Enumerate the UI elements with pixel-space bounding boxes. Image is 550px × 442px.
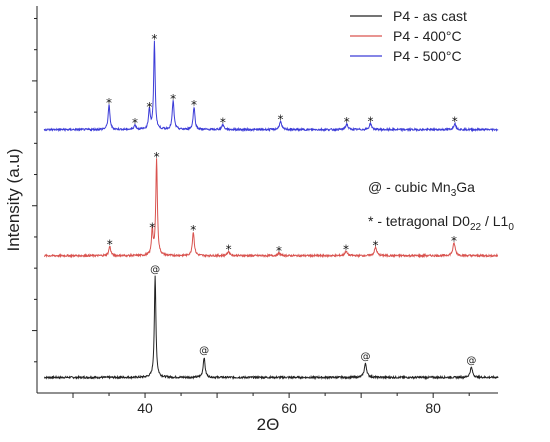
annotation-tetra-sub1: 22 bbox=[470, 222, 482, 233]
peak-mark-2-10: * bbox=[452, 114, 458, 128]
peak-mark-2-6: * bbox=[220, 116, 226, 130]
y-axis-ticks bbox=[32, 17, 37, 363]
peak-mark-1-5: * bbox=[276, 244, 282, 258]
peak-mark-2-2: * bbox=[146, 100, 152, 114]
annotation-tetragonal: * - tetragonal D022 / L10 bbox=[368, 213, 514, 233]
peak-mark-1-2: * bbox=[154, 150, 160, 164]
annotation-tetra-mid: / L1 bbox=[481, 213, 508, 229]
peak-mark-0-2: @ bbox=[360, 352, 370, 363]
peak-mark-2-7: * bbox=[277, 112, 283, 126]
series-line-0 bbox=[44, 275, 499, 381]
x-tick-label-60: 60 bbox=[281, 400, 297, 416]
peak-mark-2-0: * bbox=[106, 96, 112, 110]
series-line-1 bbox=[44, 158, 499, 259]
annotation-cubic: @ - cubic Mn3Ga bbox=[368, 179, 475, 199]
series-line-2 bbox=[43, 40, 499, 133]
annotation-tetra-sub2: 0 bbox=[508, 222, 514, 233]
peak-marks: @ @ @ @ * * * * * * * * * * * * * * * * * * * * bbox=[106, 32, 476, 366]
x-tick-label-80: 80 bbox=[425, 400, 441, 416]
peak-mark-1-1: * bbox=[149, 220, 155, 234]
legend: P4 - as cast P4 - 400°C P4 - 500°C bbox=[350, 8, 467, 64]
annotation-cubic-prefix: @ - cubic Mn bbox=[368, 179, 451, 195]
legend-label-1: P4 - 400°C bbox=[393, 28, 462, 44]
peak-mark-1-3: * bbox=[190, 223, 196, 237]
series-layer bbox=[43, 40, 499, 381]
peak-mark-2-1: * bbox=[132, 116, 138, 130]
peak-mark-2-8: * bbox=[344, 115, 350, 129]
peak-mark-1-7: * bbox=[373, 239, 379, 253]
peak-mark-1-0: * bbox=[107, 237, 113, 251]
peak-mark-2-4: * bbox=[170, 92, 176, 106]
peak-mark-2-5: * bbox=[191, 98, 197, 112]
legend-label-2: P4 - 500°C bbox=[393, 48, 462, 64]
peak-mark-2-3: * bbox=[151, 32, 157, 46]
peak-mark-0-1: @ bbox=[199, 345, 209, 356]
legend-label-0: P4 - as cast bbox=[393, 8, 467, 24]
peak-mark-0-3: @ bbox=[466, 355, 476, 366]
annotation-cubic-sub: 3 bbox=[451, 188, 457, 199]
phase-annotations: @ - cubic Mn3Ga * - tetragonal D022 / L1… bbox=[368, 179, 514, 233]
peak-mark-1-4: * bbox=[226, 242, 232, 256]
x-axis-title: 2Θ bbox=[257, 415, 280, 434]
peak-mark-2-9: * bbox=[368, 114, 374, 128]
annotation-tetra-prefix: * - tetragonal D0 bbox=[368, 213, 470, 229]
x-axis-ticks: 40 60 80 bbox=[72, 393, 470, 416]
peak-mark-1-8: * bbox=[451, 234, 457, 248]
plot-frame bbox=[36, 6, 498, 394]
x-tick-label-40: 40 bbox=[137, 400, 153, 416]
peak-mark-0-0: @ bbox=[150, 264, 160, 275]
y-axis-title: Intensity (a.u) bbox=[4, 149, 23, 252]
annotation-cubic-suffix: Ga bbox=[456, 179, 475, 195]
peak-mark-1-6: * bbox=[343, 242, 349, 256]
